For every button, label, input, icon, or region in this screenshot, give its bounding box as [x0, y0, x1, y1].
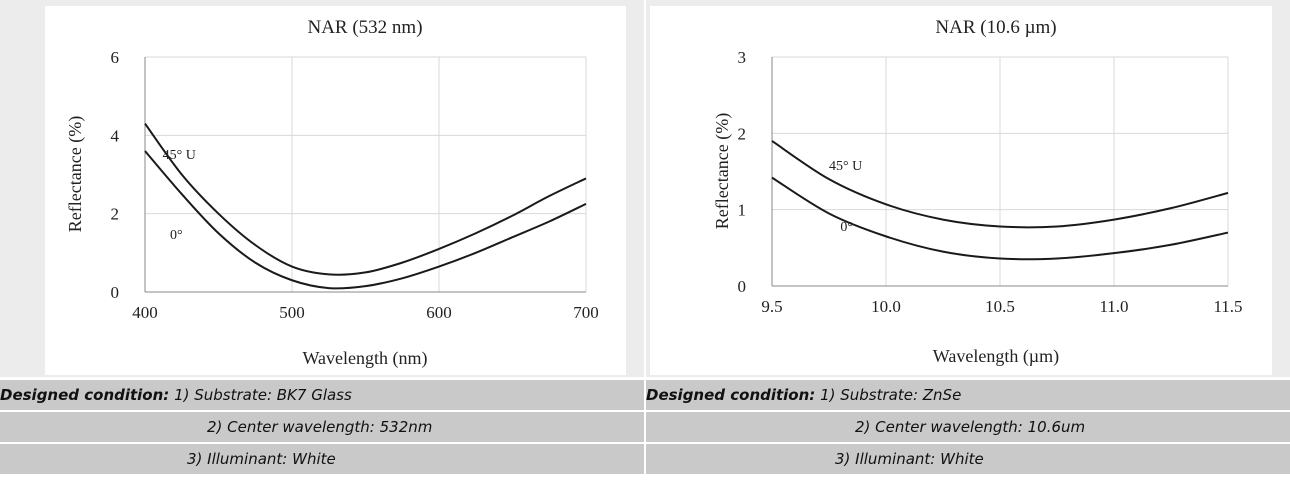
- series-line-0-deg: [771, 176, 1229, 261]
- y-tick-label: 4: [111, 126, 120, 145]
- x-tick-label: 500: [279, 303, 305, 322]
- y-axis-label: Reflectance (%): [712, 113, 733, 229]
- caption-right-line2: 2) Center wavelength: 10.6um: [855, 418, 1086, 436]
- caption-right-label: Designed condition:: [646, 386, 816, 404]
- series-label: 45° U: [829, 159, 862, 174]
- caption-left-row3: 3) Illuminant: White: [0, 444, 644, 474]
- series-label: 0°: [840, 220, 853, 235]
- x-tick-label: 9.5: [761, 297, 782, 316]
- series-line-45-u: [144, 122, 587, 276]
- caption-left-label: Designed condition:: [0, 386, 170, 404]
- caption-left-line1: 1) Substrate: BK7 Glass: [169, 386, 352, 404]
- caption-right-row1: Designed condition: 1) Substrate: ZnSe: [646, 380, 1290, 410]
- series-line-45-u: [771, 140, 1229, 229]
- caption-left-line3: 3) Illuminant: White: [187, 450, 336, 468]
- x-tick-label: 11.0: [1099, 297, 1128, 316]
- series-label: 0°: [170, 228, 183, 243]
- y-axis-label: Reflectance (%): [65, 116, 86, 232]
- y-tick-label: 0: [738, 277, 747, 296]
- caption-right-line3: 3) Illuminant: White: [835, 450, 984, 468]
- series-label: 45° U: [163, 148, 196, 163]
- x-tick-label: 600: [426, 303, 452, 322]
- y-tick-label: 2: [738, 124, 747, 143]
- caption-right-line1: 1) Substrate: ZnSe: [815, 386, 962, 404]
- chart-right-svg: 9.5 10.0 10.5 11.0 11.5 0 1 2 3 NAR (10.6 µm) Wave…: [712, 17, 1243, 367]
- caption-left-line2: 2) Center wavelength: 532nm: [207, 418, 433, 436]
- x-tick-label: 10.0: [871, 297, 901, 316]
- chart-panel-left: 400 500 600 700 0 2 4 6 NAR (532 nm) Wavelength (…: [0, 0, 644, 377]
- chart-title: NAR (10.6 µm): [935, 17, 1056, 38]
- x-tick-label: 10.5: [985, 297, 1015, 316]
- x-axis-label: Wavelength (µm): [933, 346, 1059, 367]
- caption-right-row2: 2) Center wavelength: 10.6um: [646, 412, 1290, 442]
- caption-right-row3: 3) Illuminant: White: [646, 444, 1290, 474]
- x-tick-label: 700: [573, 303, 599, 322]
- x-tick-label: 400: [132, 303, 158, 322]
- caption-left-row1: Designed condition: 1) Substrate: BK7 Gl…: [0, 380, 644, 410]
- y-tick-label: 3: [738, 48, 747, 67]
- series-line-0-deg: [144, 150, 587, 290]
- y-tick-label: 0: [111, 283, 120, 302]
- x-tick-label: 11.5: [1213, 297, 1242, 316]
- chart-panel-right: 9.5 10.0 10.5 11.0 11.5 0 1 2 3 NAR (10.6 µm) Wave…: [646, 0, 1290, 377]
- chart-title: NAR (532 nm): [307, 17, 422, 38]
- caption-left-row2: 2) Center wavelength: 532nm: [0, 412, 644, 442]
- chart-area-right: 9.5 10.0 10.5 11.0 11.5 0 1 2 3 NAR (10.6 µm) Wave…: [650, 6, 1272, 375]
- x-axis-label: Wavelength (nm): [302, 348, 427, 369]
- y-tick-label: 1: [738, 201, 747, 220]
- chart-left-svg: 400 500 600 700 0 2 4 6 NAR (532 nm) Wavelength (…: [65, 17, 599, 369]
- y-tick-label: 2: [111, 205, 120, 224]
- chart-area-left: 400 500 600 700 0 2 4 6 NAR (532 nm) Wavelength (…: [45, 6, 626, 375]
- y-tick-label: 6: [111, 48, 120, 67]
